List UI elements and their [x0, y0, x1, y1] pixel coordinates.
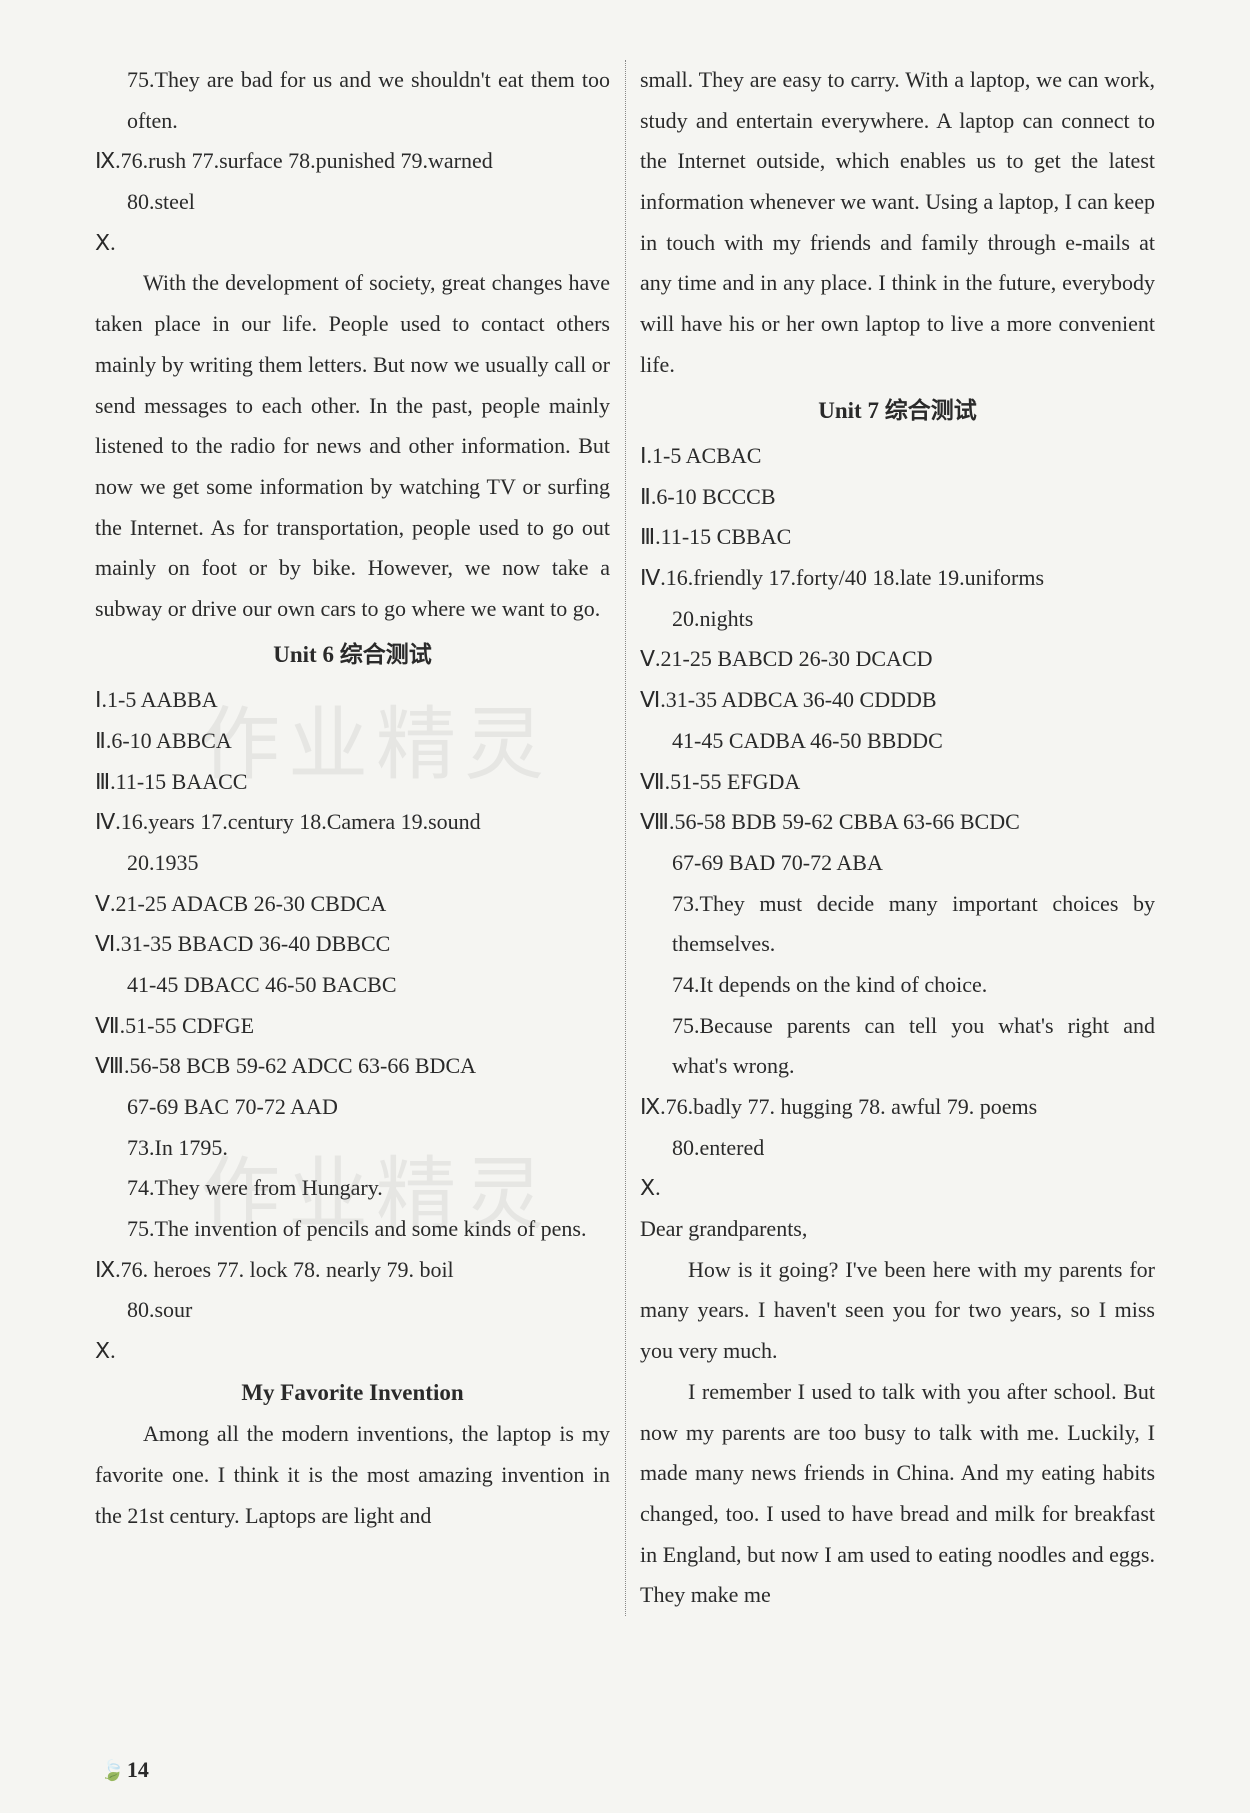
- u7-vi-1: Ⅵ.31-35 ADBCA 36-40 CDDDB: [640, 680, 1155, 721]
- u7-ix-2: 80.entered: [640, 1128, 1155, 1169]
- u6-ii: Ⅱ.6-10 ABBCA: [95, 721, 610, 762]
- answer-ix-line2: 80.steel: [95, 182, 610, 223]
- u7-iii: Ⅲ.11-15 CBBAC: [640, 517, 1155, 558]
- u6-73: 73.In 1795.: [95, 1128, 610, 1169]
- u6-essay-title: My Favorite Invention: [95, 1372, 610, 1415]
- u6-74: 74.They were from Hungary.: [95, 1168, 610, 1209]
- u7-ii: Ⅱ.6-10 BCCCB: [640, 477, 1155, 518]
- u6-i: Ⅰ.1-5 AABBA: [95, 680, 610, 721]
- u7-letter-p2: I remember I used to talk with you after…: [640, 1372, 1155, 1616]
- u7-viii-1: Ⅷ.56-58 BDB 59-62 CBBA 63-66 BCDC: [640, 802, 1155, 843]
- answer-75: 75.They are bad for us and we shouldn't …: [95, 60, 610, 141]
- u6-essay-p1: Among all the modern inventions, the lap…: [95, 1414, 610, 1536]
- u6-iii: Ⅲ.11-15 BAACC: [95, 762, 610, 803]
- u6-vi-2: 41-45 DBACC 46-50 BACBC: [95, 965, 610, 1006]
- u6-iv-2: 20.1935: [95, 843, 610, 884]
- essay-paragraph: With the development of society, great c…: [95, 263, 610, 629]
- u7-letter-p1: How is it going? I've been here with my …: [640, 1250, 1155, 1372]
- u6-vi-1: Ⅵ.31-35 BBACD 36-40 DBBCC: [95, 924, 610, 965]
- u7-vi-2: 41-45 CADBA 46-50 BBDDC: [640, 721, 1155, 762]
- u7-ix-1: Ⅸ.76.badly 77. hugging 78. awful 79. poe…: [640, 1087, 1155, 1128]
- page-number: 14: [100, 1757, 149, 1783]
- section-x-label: Ⅹ.: [95, 223, 610, 264]
- u6-viii-2: 67-69 BAC 70-72 AAD: [95, 1087, 610, 1128]
- u7-73: 73.They must decide many important choic…: [640, 884, 1155, 965]
- u7-75: 75.Because parents can tell you what's r…: [640, 1006, 1155, 1087]
- u6-vii: Ⅶ.51-55 CDFGE: [95, 1006, 610, 1047]
- u6-viii-1: Ⅷ.56-58 BCB 59-62 ADCC 63-66 BDCA: [95, 1046, 610, 1087]
- answer-ix-line1: Ⅸ.76.rush 77.surface 78.punished 79.warn…: [95, 141, 610, 182]
- u7-74: 74.It depends on the kind of choice.: [640, 965, 1155, 1006]
- unit7-title: Unit 7 综合测试: [640, 390, 1155, 433]
- unit6-title: Unit 6 综合测试: [95, 634, 610, 677]
- u6-v: Ⅴ.21-25 ADACB 26-30 CBDCA: [95, 884, 610, 925]
- page-body: 75.They are bad for us and we shouldn't …: [95, 60, 1155, 1616]
- u6-iv-1: Ⅳ.16.years 17.century 18.Camera 19.sound: [95, 802, 610, 843]
- u6-75: 75.The invention of pencils and some kin…: [95, 1209, 610, 1250]
- u7-vii: Ⅶ.51-55 EFGDA: [640, 762, 1155, 803]
- u7-iv-1: Ⅳ.16.friendly 17.forty/40 18.late 19.uni…: [640, 558, 1155, 599]
- u7-v: Ⅴ.21-25 BABCD 26-30 DCACD: [640, 639, 1155, 680]
- u7-viii-2: 67-69 BAD 70-72 ABA: [640, 843, 1155, 884]
- u6-essay-cont: small. They are easy to carry. With a la…: [640, 60, 1155, 386]
- u7-i: Ⅰ.1-5 ACBAC: [640, 436, 1155, 477]
- u6-x-label: Ⅹ.: [95, 1331, 610, 1372]
- u6-ix-1: Ⅸ.76. heroes 77. lock 78. nearly 79. boi…: [95, 1250, 610, 1291]
- u7-letter-greeting: Dear grandparents,: [640, 1209, 1155, 1250]
- u7-x-label: Ⅹ.: [640, 1168, 1155, 1209]
- u6-ix-2: 80.sour: [95, 1290, 610, 1331]
- u7-iv-2: 20.nights: [640, 599, 1155, 640]
